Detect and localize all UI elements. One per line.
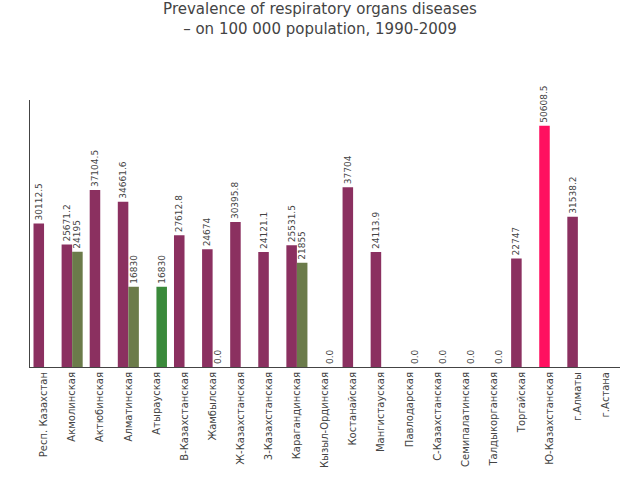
svg-text:В-Казахстанская: В-Казахстанская	[179, 372, 190, 461]
svg-text:Респ. Казахстан: Респ. Казахстан	[38, 372, 49, 457]
svg-text:16830: 16830	[157, 255, 167, 284]
svg-text:0.0: 0.0	[466, 349, 476, 364]
svg-text:Атырауская: Атырауская	[151, 372, 162, 435]
svg-text:34661.6: 34661.6	[118, 161, 128, 198]
svg-text:0.0: 0.0	[213, 349, 223, 364]
svg-text:25671.2: 25671.2	[62, 204, 72, 241]
svg-text:21855: 21855	[297, 231, 307, 260]
svg-text:30112.5: 30112.5	[34, 183, 44, 220]
svg-text:0.0: 0.0	[410, 349, 420, 364]
svg-text:г.Астана: г.Астана	[600, 372, 611, 417]
svg-text:Кызыл-Ординская: Кызыл-Ординская	[319, 372, 330, 468]
svg-text:Костанайская: Костанайская	[347, 372, 358, 446]
svg-text:3-Казахстанская: 3-Казахстанская	[263, 372, 274, 460]
svg-text:24674: 24674	[202, 217, 212, 246]
svg-text:24195: 24195	[72, 220, 82, 249]
svg-text:Алматинская: Алматинская	[123, 372, 134, 441]
svg-text:27612.8: 27612.8	[174, 195, 184, 232]
svg-text:31538.2: 31538.2	[568, 176, 578, 213]
svg-text:г.Алматы: г.Алматы	[572, 372, 583, 421]
svg-text:25531.5: 25531.5	[287, 205, 297, 242]
svg-text:24113.9: 24113.9	[371, 212, 381, 249]
svg-text:Мангистауская: Мангистауская	[375, 372, 386, 452]
svg-text:37104.5: 37104.5	[90, 150, 100, 187]
svg-text:Талдыкорганская: Талдыкорганская	[488, 372, 499, 467]
svg-text:Семипалатинская: Семипалатинская	[460, 372, 471, 467]
svg-text:50608.5: 50608.5	[539, 85, 549, 122]
svg-text:22747: 22747	[511, 227, 521, 256]
svg-text:Акмолинская: Акмолинская	[66, 372, 77, 442]
svg-text:0.0: 0.0	[438, 349, 448, 364]
svg-text:0.0: 0.0	[494, 349, 504, 364]
svg-text:16830: 16830	[129, 255, 139, 284]
svg-text:Актюбинская: Актюбинская	[94, 372, 105, 442]
svg-text:Торгайская: Торгайская	[516, 372, 527, 433]
svg-text:0.0: 0.0	[325, 349, 335, 364]
svg-text:Ю-Казахстанская: Ю-Казахстанская	[544, 372, 555, 465]
svg-text:37704: 37704	[343, 155, 353, 184]
svg-text:Ж-Казахстанская: Ж-Казахстанская	[235, 372, 246, 465]
svg-text:30395.8: 30395.8	[230, 182, 240, 219]
svg-text:С-Казахстанская: С-Казахстанская	[432, 372, 443, 461]
svg-text:Павлодарская: Павлодарская	[404, 372, 415, 447]
svg-text:Жамбылская: Жамбылская	[207, 372, 218, 441]
svg-text:Prevalence of respiratory orga: Prevalence of respiratory organs disease…	[163, 0, 477, 38]
svg-text:24121.1: 24121.1	[259, 212, 269, 249]
svg-text:Карагандинская: Карагандинская	[291, 372, 302, 459]
